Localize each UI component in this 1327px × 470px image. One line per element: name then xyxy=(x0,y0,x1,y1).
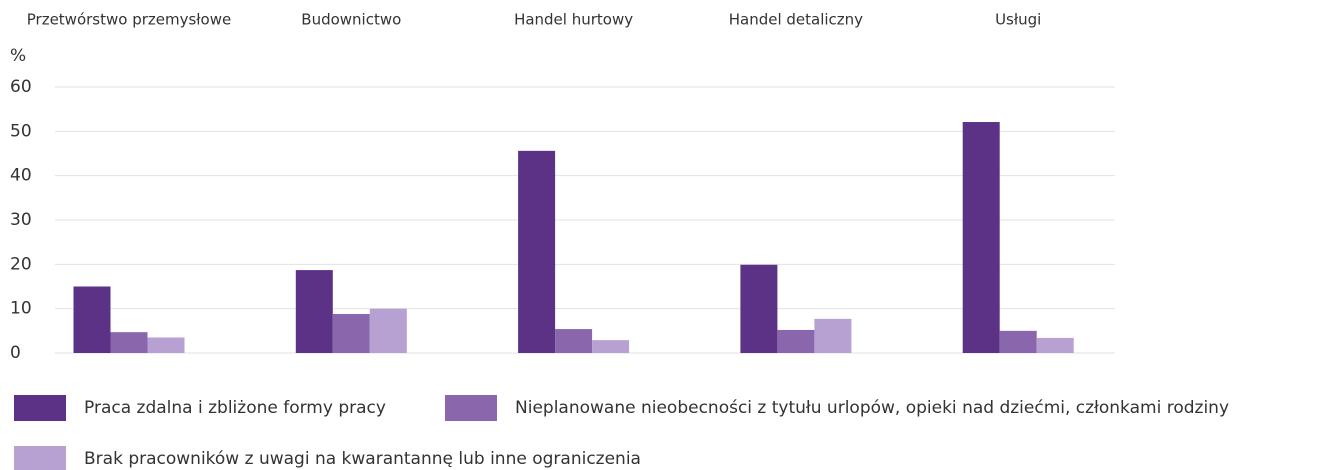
bar xyxy=(1036,337,1074,353)
y-tick-label: 30 xyxy=(10,210,32,230)
y-tick-label: 10 xyxy=(10,299,32,319)
category-label: Budownictwo xyxy=(301,11,401,29)
bar xyxy=(295,270,333,353)
bar xyxy=(592,340,630,353)
legend-swatch xyxy=(14,446,66,470)
bar xyxy=(962,122,1000,353)
category-label: Handel detaliczny xyxy=(729,11,863,29)
legend-label: Brak pracowników z uwagi na kwarantannę … xyxy=(84,449,641,469)
legend-swatch xyxy=(14,395,66,421)
y-tick-label: 0 xyxy=(10,343,21,363)
category-label: Handel hurtowy xyxy=(514,11,633,29)
y-tick-label: 60 xyxy=(10,77,32,97)
bar xyxy=(555,329,593,353)
y-tick-label: 50 xyxy=(10,121,32,141)
bar xyxy=(332,313,370,353)
bar xyxy=(110,332,148,353)
bar xyxy=(518,150,556,353)
bar xyxy=(777,329,815,353)
legend-label: Nieplanowane nieobecności z tytułu urlop… xyxy=(515,398,1229,418)
bar xyxy=(999,330,1037,353)
bar xyxy=(147,337,185,353)
y-tick-label: 40 xyxy=(10,166,32,186)
category-label: Przetwórstwo przemysłowe xyxy=(27,11,232,29)
y-tick-label: 20 xyxy=(10,254,32,274)
legend-label: Praca zdalna i zbliżone formy pracy xyxy=(84,398,386,418)
y-unit: % xyxy=(10,46,26,66)
bar xyxy=(814,318,852,353)
legend-swatch xyxy=(445,395,497,421)
bar xyxy=(73,286,111,353)
bar xyxy=(740,264,778,353)
category-label: Usługi xyxy=(995,11,1041,29)
bar xyxy=(369,308,407,353)
